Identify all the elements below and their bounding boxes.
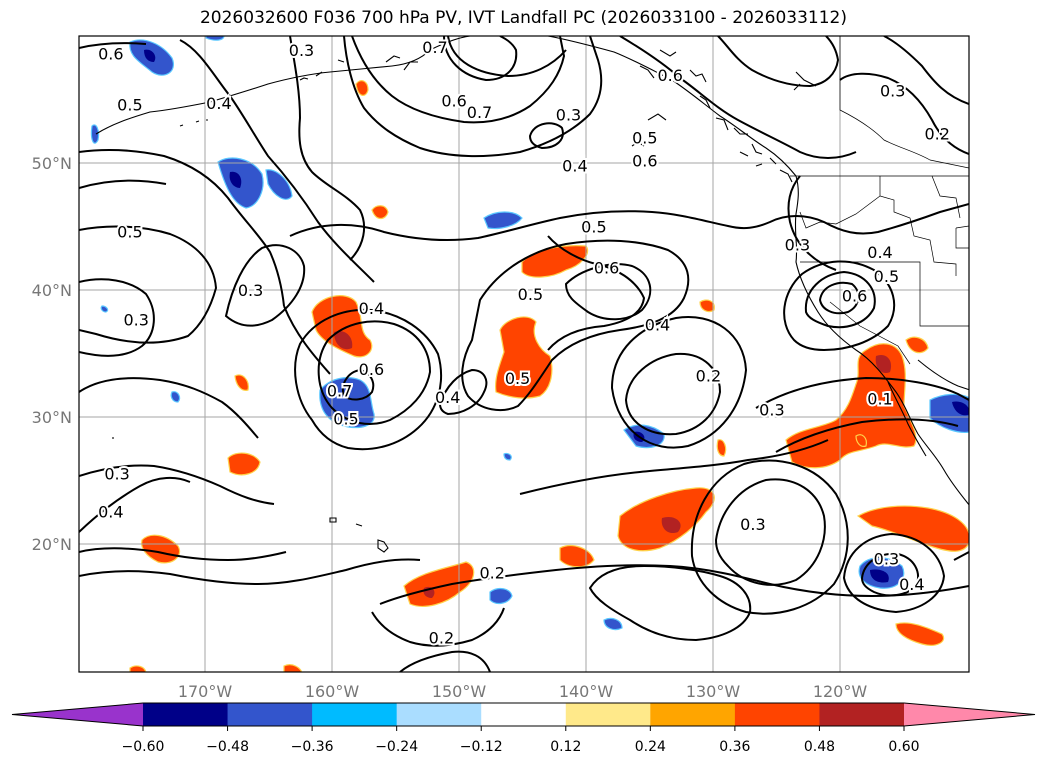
- contour-label: 0.5: [117, 96, 142, 115]
- colorbar-ticks: −0.60 −0.48 −0.36 −0.24 −0.12 0.12 0.24 0.36 0.4…: [122, 726, 920, 755]
- contour-label: 0.2: [924, 125, 949, 144]
- colorbar-segment: [734, 703, 820, 726]
- contour-label: 0.5: [581, 218, 606, 237]
- contour-label: 0.4: [435, 388, 460, 407]
- contour-label: 0.3: [289, 41, 314, 60]
- colorbar-tick-label: 0.60: [888, 739, 919, 755]
- latitude-labels: 50°N 40°N 30°N 20°N: [32, 154, 72, 554]
- contour-label: 0.6: [594, 258, 619, 277]
- lon-label-170w: 170°W: [178, 682, 233, 701]
- contour-label: 0.6: [98, 45, 123, 64]
- contour-label: 0.3: [874, 550, 899, 569]
- lon-label-150w: 150°W: [432, 682, 487, 701]
- colorbar-segment: [227, 703, 313, 726]
- contour-label: 0.3: [880, 82, 905, 101]
- colorbar-segment: [819, 703, 905, 726]
- contour-label: 0.3: [556, 106, 581, 125]
- colorbar-segment: [396, 703, 482, 726]
- contour-label: 0.5: [874, 267, 899, 286]
- contour-labels: 0.6 0.30.5 0.40.70.60.7 0.30.60.50.60.40.30…: [96, 36, 952, 649]
- negative-anomaly-fills: [90, 36, 969, 631]
- colorbar-segment: [481, 703, 567, 726]
- colorbar-tick-label: −0.36: [291, 739, 334, 755]
- map-title: 2026032600 F036 700 hPa PV, IVT Landfall…: [199, 8, 847, 28]
- map-frame: [78, 35, 970, 673]
- contour-label: 0.2: [429, 628, 454, 647]
- lon-label-120w: 120°W: [813, 682, 868, 701]
- contour-label: 0.3: [759, 401, 784, 420]
- colorbar-segments: [11, 702, 1036, 727]
- contour-label: 0.3: [740, 515, 765, 534]
- lat-label-50n: 50°N: [32, 154, 72, 173]
- contour-label: 0.6: [842, 286, 867, 305]
- lat-label-20n: 20°N: [32, 535, 72, 554]
- contour-label: 0.5: [117, 223, 142, 242]
- longitude-labels: 170°W 160°W 150°W 140°W 130°W 120°W: [178, 682, 868, 701]
- contour-label: 0.4: [562, 157, 587, 176]
- lat-label-30n: 30°N: [32, 408, 72, 427]
- colorbar-tick-label: 0.12: [550, 739, 581, 755]
- contour-label: 0.1: [867, 389, 892, 408]
- contour-label: 0.4: [359, 299, 384, 318]
- colorbar: −0.60 −0.48 −0.36 −0.24 −0.12 0.12 0.24 0.36 0.4…: [11, 702, 1036, 755]
- colorbar-tick-label: 0.24: [635, 739, 666, 755]
- contour-label: 0.7: [327, 382, 352, 401]
- contour-label: 0.5: [333, 410, 358, 429]
- colorbar-segment: [143, 703, 229, 726]
- contour-label: 0.4: [206, 94, 231, 113]
- colorbar-tick-label: −0.48: [206, 739, 249, 755]
- coastlines: [95, 36, 969, 553]
- colorbar-tick-label: −0.24: [375, 739, 418, 755]
- graticule: [79, 36, 969, 672]
- political-borders: [790, 36, 969, 365]
- contour-label: 0.4: [98, 503, 123, 522]
- colorbar-segment: [312, 703, 398, 726]
- colorbar-tick-label: 0.48: [804, 739, 835, 755]
- contour-label: 0.5: [505, 369, 530, 388]
- contour-label: 0.5: [632, 129, 657, 148]
- contour-label: 0.3: [123, 310, 148, 329]
- lat-label-40n: 40°N: [32, 281, 72, 300]
- contour-label: 0.7: [422, 38, 447, 57]
- lon-label-160w: 160°W: [305, 682, 360, 701]
- lon-label-130w: 130°W: [686, 682, 741, 701]
- contour-label: 0.5: [518, 285, 543, 304]
- contour-label: 0.6: [632, 151, 657, 170]
- contour-label: 0.3: [104, 464, 129, 483]
- colorbar-tick-label: 0.36: [719, 739, 750, 755]
- colorbar-extend-low: [12, 703, 143, 726]
- contour-label: 0.4: [645, 316, 670, 335]
- colorbar-segment: [650, 703, 736, 726]
- contour-label: 0.4: [899, 575, 924, 594]
- contour-label: 0.4: [867, 243, 892, 262]
- pv-contours: [79, 36, 969, 672]
- contour-label: 0.6: [359, 360, 384, 379]
- contour-label: 0.3: [238, 281, 263, 300]
- lon-label-140w: 140°W: [559, 682, 614, 701]
- contour-label: 0.7: [467, 103, 492, 122]
- contour-label: 0.6: [441, 92, 466, 111]
- colorbar-segment: [565, 703, 651, 726]
- colorbar-tick-label: −0.12: [460, 739, 503, 755]
- contour-label: 0.6: [657, 66, 682, 85]
- contour-label: 0.3: [785, 235, 810, 254]
- colorbar-extend-high: [904, 703, 1035, 726]
- contour-label: 0.2: [479, 564, 504, 583]
- colorbar-tick-label: −0.60: [122, 739, 165, 755]
- contour-label: 0.2: [696, 366, 721, 385]
